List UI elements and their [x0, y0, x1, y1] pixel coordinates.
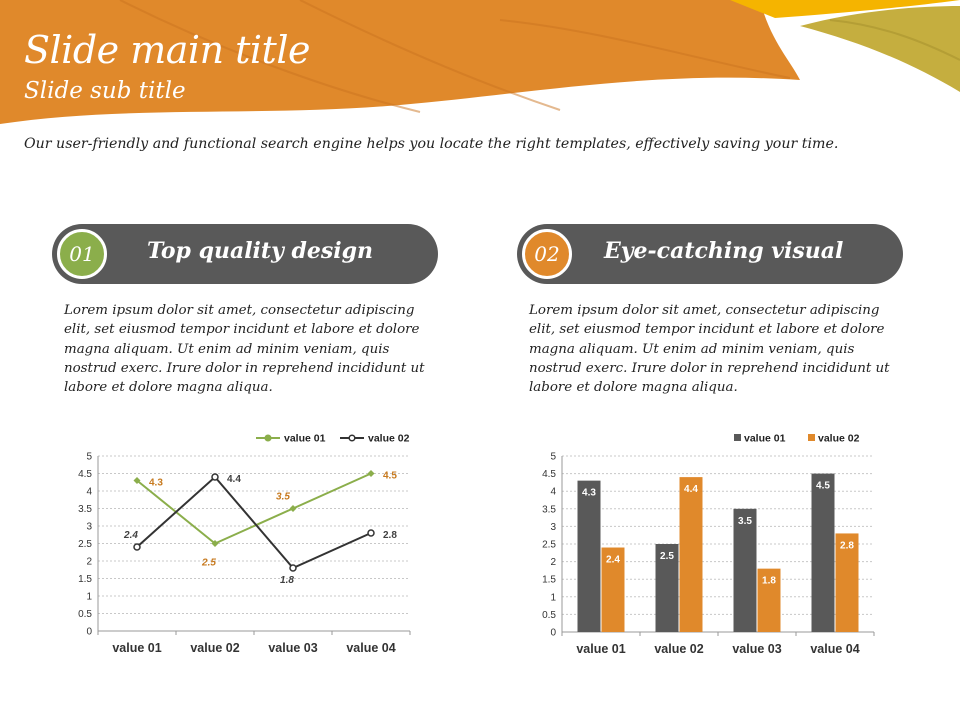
y-tick-label: 2.5 [542, 540, 556, 551]
slide-subtitle: Slide sub title [24, 78, 186, 104]
data-label: 4.4 [227, 474, 241, 485]
y-tick-label: 1.5 [78, 574, 92, 585]
section-header-02: 02 Eye-catching visual [517, 224, 903, 284]
data-label: 1.8 [762, 576, 776, 587]
y-tick-label: 2 [86, 557, 92, 568]
y-tick-label: 0.5 [78, 609, 92, 620]
y-tick-label: 4.5 [542, 469, 556, 480]
data-label: 4.4 [684, 484, 698, 495]
section-title: Eye-catching visual [604, 238, 844, 264]
data-label: 1.8 [280, 575, 294, 586]
bar-chart: 0 0.5 1 1.5 2 2.5 3 3.5 4 4.5 5 value 01 value 02 val… [542, 433, 875, 656]
orange-wave [0, 0, 800, 124]
y-tick-label: 5 [86, 452, 92, 463]
x-tick-label: value 03 [268, 641, 317, 655]
data-label: 2.4 [606, 555, 620, 566]
x-tick-label: value 02 [190, 641, 239, 655]
x-tick-label: value 01 [112, 641, 161, 655]
section-body: Lorem ipsum dolor sit amet, consectetur … [64, 303, 425, 396]
bar [811, 473, 835, 632]
x-tick-label: value 01 [576, 642, 625, 656]
section-body: Lorem ipsum dolor sit amet, consectetur … [529, 303, 890, 396]
section-header-01: 01 Top quality design [52, 224, 438, 284]
orange-wave-line [119, 0, 421, 113]
x-tick-label: value 04 [810, 642, 859, 656]
x-tick-label: value 04 [346, 641, 395, 655]
data-point [289, 564, 297, 572]
legend-label: value 01 [284, 433, 326, 445]
legend-swatch [808, 434, 815, 441]
data-label: 4.5 [816, 481, 830, 492]
legend-marker [264, 434, 272, 442]
data-label: 4.3 [582, 488, 596, 499]
x-tick-label: value 02 [654, 642, 703, 656]
data-label: 2.8 [383, 530, 397, 541]
y-tick-label: 0 [86, 627, 92, 638]
x-tick-label: value 03 [732, 642, 781, 656]
bar [835, 533, 859, 632]
data-label: 2.8 [840, 540, 854, 551]
y-tick-label: 3 [550, 522, 556, 533]
intro-text: Our user-friendly and functional search … [24, 136, 839, 152]
y-tick-label: 1.5 [542, 575, 556, 586]
bar [577, 480, 601, 632]
section-number-badge: 01 [57, 229, 107, 279]
legend-label: value 02 [368, 433, 410, 445]
section-number-badge: 02 [522, 229, 572, 279]
slide-title: Slide main title [24, 28, 310, 72]
data-point [211, 473, 219, 481]
bar [679, 477, 703, 632]
data-label: 2.5 [660, 551, 674, 562]
olive-wave-line [829, 19, 960, 61]
data-point [367, 470, 375, 477]
data-point [133, 477, 141, 484]
header-banner [0, 0, 960, 124]
legend-label: value 01 [744, 433, 786, 445]
y-tick-label: 0 [550, 628, 556, 639]
olive-wave [800, 6, 960, 92]
data-point [289, 505, 297, 512]
data-label: 4.5 [383, 471, 397, 482]
orange-wave-line [299, 0, 561, 111]
orange-wave-line [499, 19, 791, 79]
section-title: Top quality design [147, 238, 374, 264]
bar [733, 508, 757, 632]
y-tick-label: 3.5 [78, 504, 92, 515]
bar [655, 544, 679, 632]
data-label: 2.5 [201, 558, 216, 569]
bar [757, 568, 781, 632]
data-point [133, 543, 141, 551]
y-tick-label: 4.5 [78, 469, 92, 480]
line-chart: 0 0.5 1 1.5 2 2.5 3 3.5 4 4.5 5 value 01 value 02 val… [78, 433, 411, 655]
y-tick-label: 5 [550, 452, 556, 463]
data-point [367, 529, 375, 537]
yellow-wave [730, 0, 960, 18]
data-label: 2.4 [123, 530, 138, 541]
y-tick-label: 3 [86, 522, 92, 533]
data-label: 3.5 [276, 492, 290, 503]
data-label: 3.5 [738, 516, 752, 527]
y-tick-label: 4 [86, 487, 92, 498]
y-tick-label: 1 [86, 592, 92, 603]
series-line [136, 475, 372, 570]
legend-swatch [734, 434, 741, 441]
y-tick-label: 1 [550, 592, 556, 603]
y-tick-label: 4 [550, 487, 556, 498]
y-tick-label: 2.5 [78, 539, 92, 550]
y-tick-label: 0.5 [542, 610, 556, 621]
legend-marker [348, 434, 356, 442]
legend-label: value 02 [818, 433, 860, 445]
y-tick-label: 2 [550, 557, 556, 568]
bar [601, 547, 625, 632]
data-label: 4.3 [149, 478, 163, 489]
data-point [211, 540, 219, 547]
y-tick-label: 3.5 [542, 504, 556, 515]
